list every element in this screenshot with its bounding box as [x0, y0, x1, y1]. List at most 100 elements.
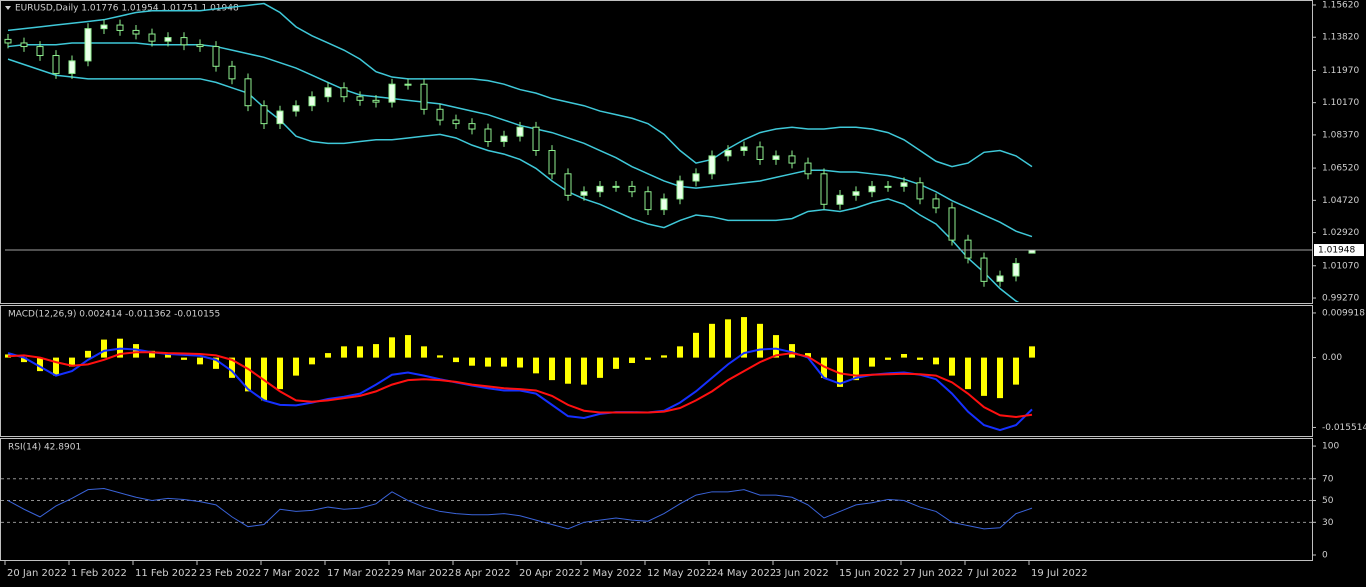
- bollinger-upper: [7, 2, 1033, 168]
- macd-histogram-bar: [373, 344, 379, 358]
- candle-body: [996, 275, 1004, 282]
- macd-histogram-bar: [485, 357, 491, 367]
- candle-body: [68, 60, 76, 74]
- macd-histogram-bar: [565, 357, 571, 384]
- macd-histogram-bar: [85, 350, 91, 358]
- y-tick-label: 1.02920: [1322, 228, 1359, 238]
- candle-body: [372, 99, 380, 103]
- macd-panel-frame: [0, 305, 1313, 437]
- macd-histogram-bar: [21, 357, 27, 363]
- x-tick-label: 12 May 2022: [647, 568, 712, 579]
- macd-histogram-bar: [181, 357, 187, 360]
- candle-body: [884, 185, 892, 188]
- macd-histogram-bar: [997, 357, 1003, 399]
- candle-body: [340, 87, 348, 98]
- candle-body: [580, 191, 588, 196]
- macd-histogram-bar: [165, 354, 171, 358]
- candle-body: [148, 33, 156, 42]
- symbol-menu-arrow[interactable]: [5, 6, 11, 10]
- y-tick-label: 0: [1322, 550, 1328, 560]
- macd-histogram-bar: [1013, 357, 1019, 385]
- candle-body: [196, 44, 204, 48]
- macd-histogram-bar: [965, 357, 971, 390]
- candle-body: [868, 185, 876, 193]
- macd-histogram-bar: [629, 357, 635, 364]
- x-tick-label: 20 Apr 2022: [519, 568, 581, 579]
- candle-body: [1012, 262, 1020, 277]
- macd-histogram-bar: [805, 353, 811, 358]
- candle-body: [4, 38, 12, 44]
- candle-body: [292, 105, 300, 112]
- rsi-plot: [1, 478, 1312, 530]
- candle-body: [260, 105, 268, 125]
- candle-body: [420, 83, 428, 110]
- y-tick-label: 70: [1322, 474, 1334, 484]
- rsi-panel-frame: [0, 438, 1313, 561]
- macd-histogram-bar: [533, 357, 539, 374]
- candle-body: [852, 191, 860, 196]
- x-tick-label: 1 Feb 2022: [71, 568, 127, 579]
- macd-histogram-bar: [69, 357, 75, 367]
- y-tick-label: 1.06520: [1322, 164, 1359, 174]
- last-price-label: 1.01948: [1318, 246, 1355, 256]
- candle-body: [788, 155, 796, 164]
- macd-histogram-bar: [741, 317, 747, 358]
- candle-body: [692, 173, 700, 182]
- candle-body: [676, 180, 684, 200]
- macd-histogram-bar: [1029, 346, 1035, 358]
- price-panel-frame: [0, 0, 1313, 304]
- candle-body: [628, 185, 636, 193]
- macd-histogram-bar: [309, 357, 315, 365]
- x-tick-label: 20 Jan 2022: [7, 568, 67, 579]
- candle-body: [804, 162, 812, 175]
- candle-body: [740, 146, 748, 152]
- candle-body: [356, 96, 364, 101]
- y-tick-label: 50: [1322, 496, 1334, 506]
- macd-line: [7, 351, 1033, 419]
- macd-histogram-bar: [597, 357, 603, 378]
- candle-body: [452, 119, 460, 125]
- candle-body: [724, 150, 732, 157]
- macd-histogram-bar: [421, 346, 427, 358]
- candle-body: [180, 37, 188, 46]
- y-tick-label: 0.99270: [1322, 294, 1359, 304]
- candle-body: [564, 173, 572, 196]
- candle-body: [532, 126, 540, 152]
- x-tick-label: 29 Mar 2022: [391, 568, 454, 579]
- macd-histogram-bar: [277, 357, 283, 390]
- y-tick-label: 1.15620: [1322, 0, 1359, 10]
- macd-histogram-bar: [229, 357, 235, 378]
- candle-body: [484, 128, 492, 143]
- candle-body: [596, 185, 604, 193]
- rsi-header: RSI(14) 42.8901: [8, 443, 81, 453]
- candle-body: [500, 135, 508, 143]
- macd-histogram-bar: [885, 357, 891, 360]
- x-tick-label: 15 Jun 2022: [839, 568, 899, 579]
- macd-histogram-bar: [437, 355, 443, 358]
- macd-histogram-bar: [549, 357, 555, 381]
- x-tick-label: 19 Jul 2022: [1031, 568, 1088, 579]
- candle-body: [916, 182, 924, 200]
- candle-body: [132, 29, 140, 35]
- candle-body: [324, 87, 332, 98]
- candle-body: [836, 194, 844, 205]
- macd-histogram-bar: [469, 357, 475, 366]
- price-header: EURUSD,Daily 1.01776 1.01954 1.01751 1.0…: [15, 4, 239, 14]
- y-tick-label: 1.13820: [1322, 33, 1359, 43]
- macd-histogram-bar: [725, 319, 731, 358]
- macd-histogram-bar: [981, 357, 987, 396]
- x-tick-label: 3 Jun 2022: [775, 568, 829, 579]
- candle-body: [276, 110, 284, 125]
- candle-body: [52, 55, 60, 74]
- candle-body: [212, 46, 220, 67]
- candle-body: [244, 78, 252, 107]
- candle-body: [164, 37, 172, 42]
- y-tick-label: 30: [1322, 518, 1334, 528]
- macd-histogram-bar: [405, 335, 411, 358]
- macd-histogram-bar: [501, 357, 507, 367]
- candle-body: [20, 42, 28, 48]
- macd-histogram-bar: [197, 357, 203, 365]
- y-tick-label: 0.00: [1322, 353, 1342, 363]
